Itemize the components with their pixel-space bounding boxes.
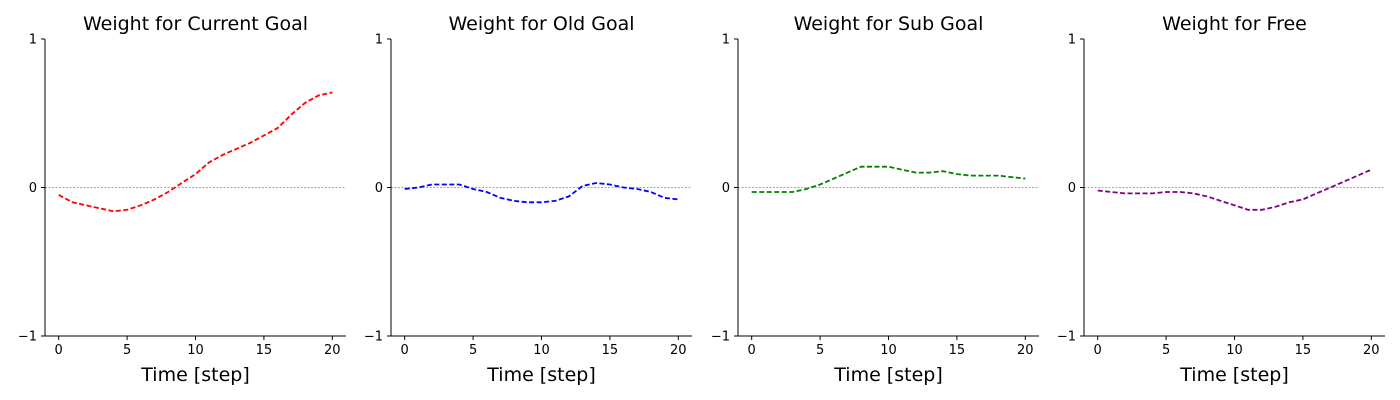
y-tick-label: 0 [1068, 181, 1076, 196]
series-line [58, 91, 333, 213]
y-tick-label: 1 [375, 33, 383, 48]
chart-title: Weight for Free [1162, 13, 1307, 35]
x-tick-label: 5 [123, 343, 131, 358]
y-tick-label: −1 [364, 330, 383, 345]
y-tick-label: 1 [722, 33, 730, 48]
x-tick-label: 0 [55, 343, 63, 358]
chart-panel-1: Weight for Current Goal 0 5 10 15 20 −1 0 1 Time … [18, 13, 346, 386]
x-tick-label: 5 [816, 343, 824, 358]
chart-title: Weight for Old Goal [448, 13, 634, 35]
x-tick-label: 10 [880, 343, 897, 358]
x-axis-label: Time [step] [486, 364, 595, 386]
chart-panel-2: Weight for Old Goal 0 5 10 15 20 −1 0 1 Time [ste… [364, 13, 692, 386]
series-line [1097, 168, 1372, 211]
chart-title: Weight for Current Goal [83, 13, 308, 35]
series-line [404, 182, 679, 204]
y-tick-label: −1 [1057, 330, 1076, 345]
x-tick-label: 20 [324, 343, 341, 358]
x-tick-label: 15 [256, 343, 273, 358]
x-tick-label: 5 [1162, 343, 1170, 358]
x-tick-label: 0 [748, 343, 756, 358]
x-axis-label: Time [step] [140, 364, 249, 386]
x-tick-label: 15 [602, 343, 619, 358]
y-tick-label: −1 [711, 330, 730, 345]
x-tick-label: 10 [533, 343, 550, 358]
chart-panel-4: Weight for Free 0 5 10 15 20 −1 0 1 Time [step] [1057, 13, 1385, 386]
y-tick-label: 0 [29, 181, 37, 196]
x-tick-label: 15 [1295, 343, 1312, 358]
x-tick-label: 15 [949, 343, 966, 358]
chart-title: Weight for Sub Goal [794, 13, 984, 35]
x-tick-label: 0 [401, 343, 409, 358]
y-tick-label: −1 [18, 330, 37, 345]
y-tick-label: 0 [375, 181, 383, 196]
chart-panel-3: Weight for Sub Goal 0 5 10 15 20 −1 0 1 Time [ste… [711, 13, 1039, 386]
x-tick-label: 20 [1363, 343, 1380, 358]
y-tick-label: 1 [29, 33, 37, 48]
x-axis-label: Time [step] [833, 364, 942, 386]
x-tick-label: 0 [1094, 343, 1102, 358]
y-tick-label: 1 [1068, 33, 1076, 48]
x-tick-label: 5 [469, 343, 477, 358]
y-tick-label: 0 [722, 181, 730, 196]
series-line [751, 165, 1026, 193]
x-tick-label: 10 [1226, 343, 1243, 358]
x-axis-label: Time [step] [1179, 364, 1288, 386]
x-tick-label: 10 [187, 343, 204, 358]
x-tick-label: 20 [1017, 343, 1034, 358]
x-tick-label: 20 [670, 343, 687, 358]
